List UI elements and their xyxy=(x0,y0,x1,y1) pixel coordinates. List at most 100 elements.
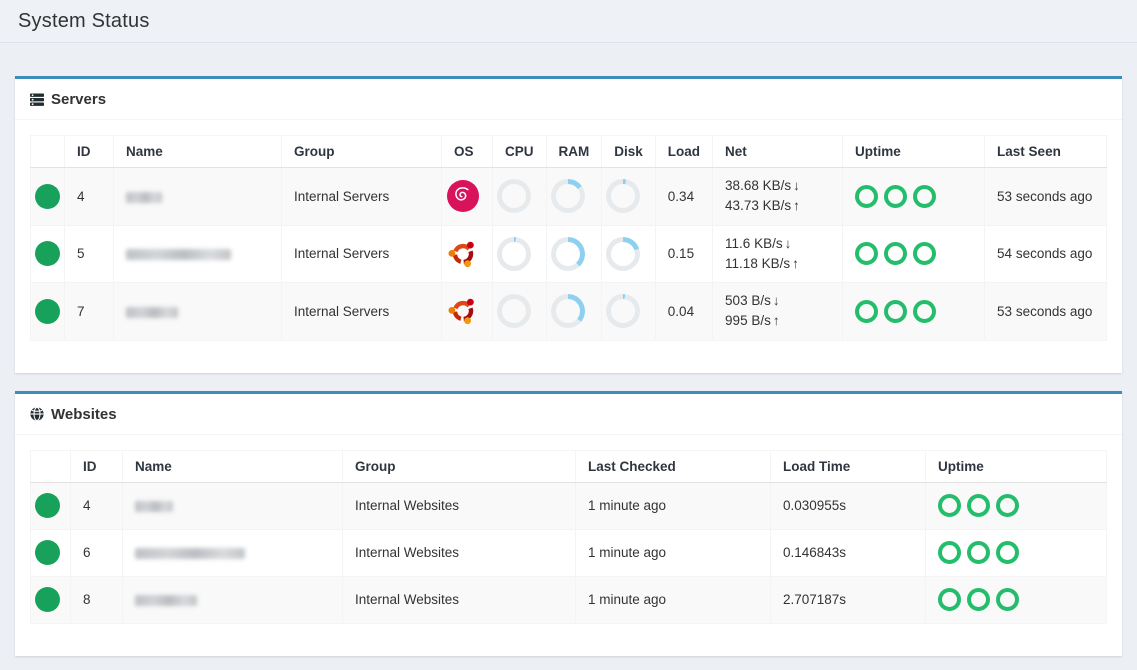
websites-panel: Websites ID Name Group Last Checked Load… xyxy=(15,390,1122,656)
cpu-gauge xyxy=(497,179,531,214)
cpu-gauge xyxy=(497,236,531,271)
website-last-checked: 1 minute ago xyxy=(575,481,771,530)
website-name-redacted xyxy=(135,594,197,606)
col-ram: RAM xyxy=(545,135,603,168)
page-title: System Status xyxy=(18,9,150,32)
website-name-redacted xyxy=(135,500,173,512)
uptime-circle xyxy=(967,588,990,611)
arrow-down-icon: ↓ xyxy=(793,178,800,193)
server-load: 0.04 xyxy=(654,282,714,341)
col-disk: Disk xyxy=(601,135,656,168)
uptime-circle xyxy=(967,494,990,517)
col-last-checked: Last Checked xyxy=(575,449,771,483)
server-load: 0.34 xyxy=(654,167,714,226)
server-id: 4 xyxy=(64,167,114,226)
servers-table: ID Name Group OS CPU RAM Disk Load Net U… xyxy=(30,135,1107,341)
ram-gauge xyxy=(550,179,585,214)
website-id: 4 xyxy=(70,481,123,530)
status-online-dot xyxy=(35,183,60,209)
uptime-circle xyxy=(884,184,908,208)
arrow-up-icon: ↑ xyxy=(793,198,800,214)
server-net: 11.6 KB/s ↓ 11.18 KB/s ↑ xyxy=(712,224,844,283)
website-row: 6 Internal Websites 1 minute ago 0.14684… xyxy=(30,528,1107,577)
col-net: Net xyxy=(712,135,844,168)
col-uptime: Uptime xyxy=(925,449,1107,483)
website-load-time: 0.146843s xyxy=(770,528,926,577)
arrow-up-icon: ↑ xyxy=(772,313,780,329)
uptime-indicator xyxy=(938,541,1094,564)
uptime-circle xyxy=(996,494,1019,517)
server-group: Internal Servers xyxy=(281,224,442,283)
page-header: System Status xyxy=(0,0,1137,43)
disk-gauge xyxy=(606,179,641,214)
net-upload-value: 995 B/s xyxy=(725,313,771,329)
col-os: OS xyxy=(441,135,493,168)
servers-panel: Servers ID Name Group OS CPU RAM Disk Lo… xyxy=(15,76,1122,373)
uptime-indicator xyxy=(855,242,972,266)
col-group: Group xyxy=(342,449,576,483)
ubuntu-os-icon xyxy=(446,294,480,328)
uptime-circle xyxy=(996,588,1019,611)
uptime-circle xyxy=(855,184,879,208)
status-online-dot xyxy=(35,241,60,267)
status-online-dot xyxy=(35,587,60,612)
website-last-checked: 1 minute ago xyxy=(575,575,771,624)
uptime-circle xyxy=(884,242,908,266)
col-status xyxy=(30,135,65,168)
server-row: 7 Internal Servers 0.04 503 B/s ↓ 995 B/s… xyxy=(30,282,1107,341)
server-row: 4 Internal Servers 0.34 38.68 KB/s ↓ 43.7… xyxy=(30,167,1107,226)
servers-panel-heading: Servers xyxy=(15,79,1122,120)
websites-panel-body: ID Name Group Last Checked Load Time Upt… xyxy=(15,435,1122,656)
col-load-time: Load Time xyxy=(770,449,926,483)
server-id: 7 xyxy=(64,282,114,341)
uptime-circle xyxy=(913,184,937,208)
server-last-seen: 53 seconds ago xyxy=(984,282,1107,341)
col-status xyxy=(30,449,71,483)
uptime-circle xyxy=(913,242,937,266)
uptime-indicator xyxy=(855,184,972,208)
server-last-seen: 53 seconds ago xyxy=(984,167,1107,226)
uptime-indicator xyxy=(938,494,1094,517)
ubuntu-os-icon xyxy=(446,237,480,271)
server-id: 5 xyxy=(64,224,114,283)
debian-os-icon xyxy=(446,179,480,213)
arrow-up-icon: ↑ xyxy=(792,255,799,271)
websites-panel-heading: Websites xyxy=(15,394,1122,435)
col-last-seen: Last Seen xyxy=(984,135,1107,168)
server-last-seen: 54 seconds ago xyxy=(984,224,1107,283)
server-net: 503 B/s ↓ 995 B/s ↑ xyxy=(712,282,844,341)
server-group: Internal Servers xyxy=(281,167,442,226)
website-load-time: 2.707187s xyxy=(770,575,926,624)
uptime-circle xyxy=(855,299,879,323)
website-row: 8 Internal Websites 1 minute ago 2.70718… xyxy=(30,575,1107,624)
uptime-circle xyxy=(938,494,961,517)
website-group: Internal Websites xyxy=(342,528,576,577)
website-id: 8 xyxy=(70,575,123,624)
uptime-circle xyxy=(996,541,1019,564)
status-online-dot xyxy=(35,540,60,565)
arrow-down-icon: ↓ xyxy=(784,235,792,251)
uptime-circle xyxy=(855,242,879,266)
net-upload-value: 43.73 KB/s xyxy=(725,198,792,214)
website-group: Internal Websites xyxy=(342,481,576,530)
ram-gauge xyxy=(550,294,585,329)
websites-header-row: ID Name Group Last Checked Load Time Upt… xyxy=(30,449,1107,483)
uptime-circle xyxy=(967,541,990,564)
status-online-dot xyxy=(35,298,60,324)
server-name-redacted xyxy=(126,306,178,318)
uptime-circle xyxy=(938,541,961,564)
uptime-indicator xyxy=(855,299,972,323)
uptime-indicator xyxy=(938,588,1094,611)
col-uptime: Uptime xyxy=(842,135,986,168)
server-name-redacted xyxy=(126,191,162,203)
col-name: Name xyxy=(122,449,343,483)
status-online-dot xyxy=(35,493,60,518)
website-name-redacted xyxy=(135,547,245,559)
net-upload-value: 11.18 KB/s xyxy=(725,255,791,271)
globe-icon xyxy=(30,407,44,421)
website-row: 4 Internal Websites 1 minute ago 0.03095… xyxy=(30,481,1107,530)
col-cpu: CPU xyxy=(492,135,547,168)
servers-header-row: ID Name Group OS CPU RAM Disk Load Net U… xyxy=(30,135,1107,168)
col-group: Group xyxy=(281,135,442,168)
server-group: Internal Servers xyxy=(281,282,442,341)
